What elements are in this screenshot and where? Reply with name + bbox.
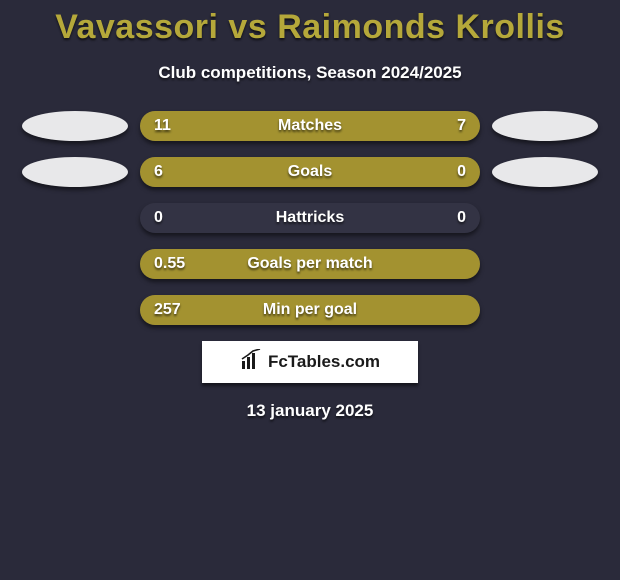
stat-right-value: 0	[457, 203, 466, 233]
player-right-avatar	[492, 157, 598, 187]
stat-right-value: 0	[457, 157, 466, 187]
avatar-right-col	[480, 157, 610, 187]
bar-chart-icon	[240, 349, 262, 376]
stat-bar: 11Matches7	[140, 111, 480, 141]
avatar-left-col	[10, 111, 140, 141]
comparison-chart: 11Matches76Goals00Hattricks00.55Goals pe…	[10, 111, 610, 325]
stat-label: Hattricks	[140, 203, 480, 233]
page-subtitle: Club competitions, Season 2024/2025	[0, 63, 620, 83]
stat-row: 0Hattricks0	[10, 203, 610, 233]
page-title: Vavassori vs Raimonds Krollis	[0, 8, 620, 47]
stat-right-value: 7	[457, 111, 466, 141]
branding-badge[interactable]: FcTables.com	[202, 341, 418, 383]
stat-row: 257Min per goal	[10, 295, 610, 325]
stat-label: Min per goal	[140, 295, 480, 325]
stat-bar: 6Goals0	[140, 157, 480, 187]
stat-label: Matches	[140, 111, 480, 141]
branding-text: FcTables.com	[268, 352, 380, 372]
avatar-right-col	[480, 111, 610, 141]
stat-row: 6Goals0	[10, 157, 610, 187]
infographic-container: Vavassori vs Raimonds Krollis Club compe…	[0, 0, 620, 580]
infographic-date: 13 january 2025	[0, 401, 620, 421]
player-left-avatar	[22, 157, 128, 187]
player-left-avatar	[22, 111, 128, 141]
avatar-left-col	[10, 157, 140, 187]
stat-row: 11Matches7	[10, 111, 610, 141]
stat-bar: 0Hattricks0	[140, 203, 480, 233]
stat-bar: 0.55Goals per match	[140, 249, 480, 279]
stat-row: 0.55Goals per match	[10, 249, 610, 279]
stat-label: Goals per match	[140, 249, 480, 279]
stat-label: Goals	[140, 157, 480, 187]
stat-bar: 257Min per goal	[140, 295, 480, 325]
player-right-avatar	[492, 111, 598, 141]
